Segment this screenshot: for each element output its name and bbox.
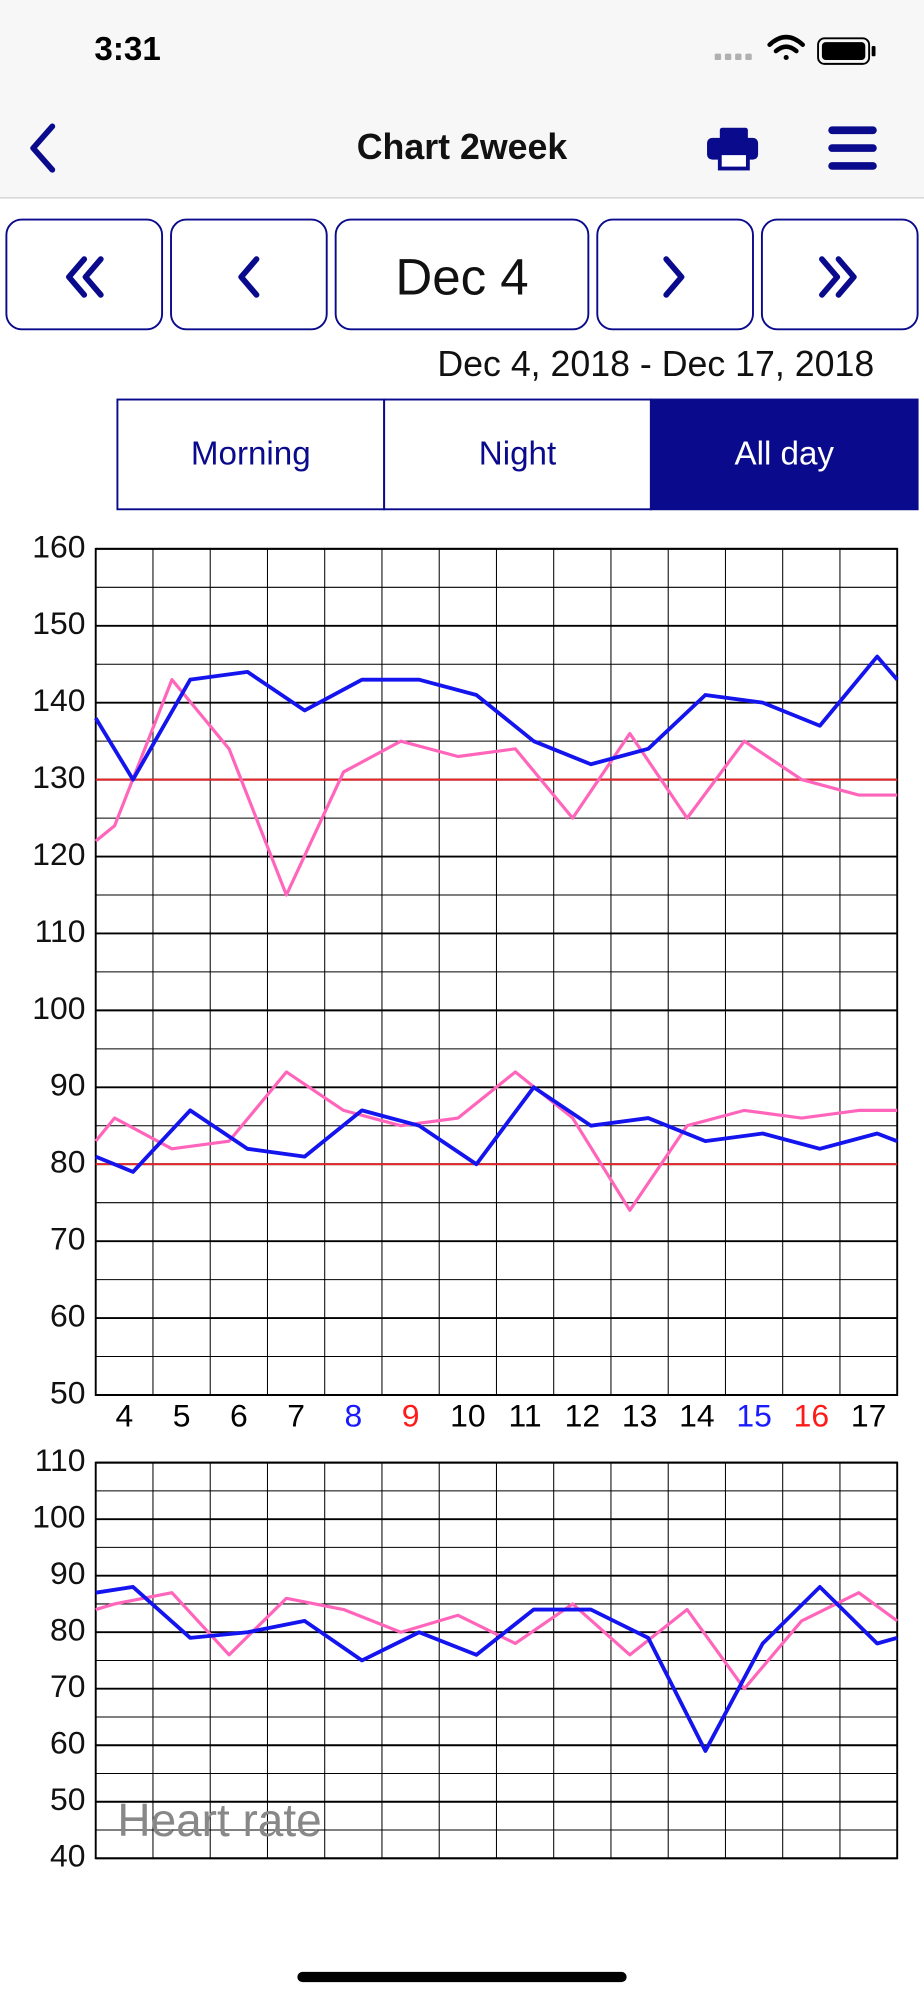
- print-button[interactable]: [707, 127, 759, 171]
- y-tick-label: 70: [50, 1668, 85, 1704]
- y-tick-label: 90: [50, 1067, 85, 1103]
- next-button[interactable]: [596, 218, 754, 331]
- signal-icon: [714, 53, 752, 61]
- y-tick-label: 80: [50, 1612, 85, 1648]
- x-tick-label: 10: [450, 1397, 485, 1433]
- x-tick-label: 9: [402, 1397, 420, 1433]
- segment-label: Night: [479, 435, 556, 472]
- y-tick-label: 110: [35, 1442, 86, 1478]
- y-tick-label: 50: [50, 1374, 85, 1410]
- nav-arrows: [66, 256, 857, 298]
- y-tick-label: 100: [32, 1499, 85, 1535]
- date-button[interactable]: [334, 218, 590, 331]
- charts: 50 60 70 80 90 100 110 120 130 140 150 160 4 5 6 7 8 9 10 1…: [32, 528, 899, 1874]
- segment-button[interactable]: [383, 398, 652, 511]
- y-tick-label: 160: [32, 528, 85, 564]
- x-tick-label: 15: [736, 1397, 771, 1433]
- y-tick-label: 80: [50, 1144, 85, 1180]
- series-line: [94, 654, 899, 782]
- y-tick-label: 100: [32, 990, 85, 1026]
- last-button[interactable]: [760, 218, 919, 331]
- y-tick-label: 150: [32, 605, 85, 641]
- y-tick-label: 60: [50, 1725, 85, 1761]
- x-tick-label: 12: [565, 1397, 600, 1433]
- status-time: 3:31: [94, 31, 160, 68]
- series-line: [95, 1585, 898, 1753]
- y-tick-label: 130: [32, 759, 85, 795]
- header-title: Chart 2week: [357, 127, 568, 167]
- y-tick-label: 70: [50, 1221, 85, 1257]
- y-tick-label: 50: [50, 1781, 85, 1817]
- top-bar: [0, 0, 924, 198]
- back-button[interactable]: [30, 123, 56, 173]
- x-tick-label: 13: [622, 1397, 657, 1433]
- x-tick-label: 16: [794, 1397, 829, 1433]
- segment-button[interactable]: [116, 398, 386, 511]
- y-tick-label: 60: [50, 1297, 85, 1333]
- y-tick-label: 120: [32, 836, 85, 872]
- current-date: Dec 4: [395, 248, 528, 305]
- segmented-control: Morning Night All day: [116, 398, 919, 511]
- menu-button[interactable]: [828, 126, 877, 170]
- date-range: Dec 4, 2018 - Dec 17, 2018: [437, 344, 874, 384]
- battery-icon: [817, 37, 876, 65]
- y-tick-label: 40: [50, 1838, 85, 1874]
- segment-button[interactable]: [649, 398, 919, 511]
- segment-label: Morning: [191, 435, 311, 472]
- y-tick-label: 110: [35, 913, 86, 949]
- segment-label: All day: [734, 435, 834, 472]
- wifi-icon: [767, 34, 805, 61]
- series-line: [94, 678, 898, 897]
- x-tick-label: 11: [509, 1397, 542, 1433]
- home-indicator: [297, 1971, 627, 1983]
- x-tick-label: 7: [287, 1397, 305, 1433]
- first-button[interactable]: [5, 218, 164, 331]
- x-tick-label: 4: [115, 1397, 133, 1433]
- x-tick-label: 6: [230, 1397, 248, 1433]
- x-tick-label: 8: [344, 1397, 362, 1433]
- x-tick-label: 14: [679, 1397, 714, 1433]
- x-tick-label: 17: [851, 1397, 886, 1433]
- chart-title: Heart rate: [117, 1794, 321, 1846]
- prev-button[interactable]: [170, 218, 328, 331]
- series-line: [95, 1591, 899, 1691]
- x-tick-label: 5: [173, 1397, 191, 1433]
- series-line: [94, 1070, 898, 1212]
- y-tick-label: 140: [32, 682, 85, 718]
- series-line: [94, 1085, 898, 1174]
- y-tick-label: 90: [50, 1555, 85, 1591]
